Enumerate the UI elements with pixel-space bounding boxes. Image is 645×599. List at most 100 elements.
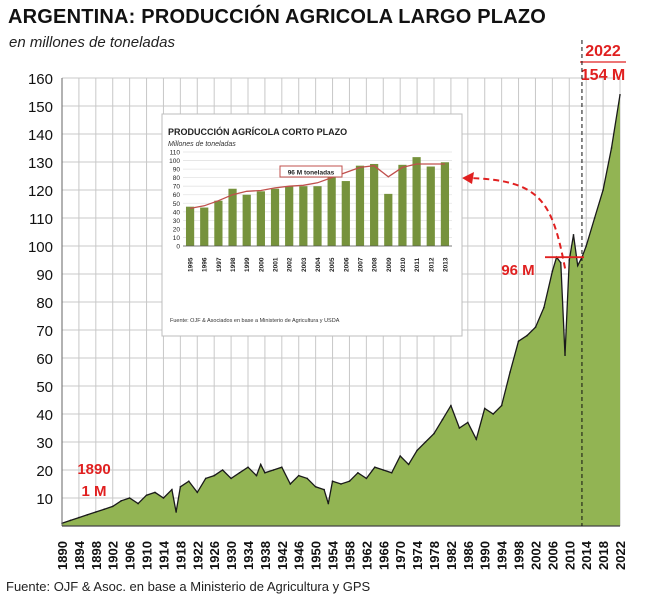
data-point — [230, 477, 232, 480]
data-point — [272, 469, 275, 471]
data-point — [483, 407, 486, 410]
data-point — [95, 511, 97, 513]
data-point — [314, 486, 317, 488]
annotation-arrow — [467, 177, 567, 269]
data-point — [357, 472, 359, 474]
x-tick-label: 1906 — [123, 541, 138, 570]
y-tick-label: 60 — [36, 351, 53, 368]
inset-x-tick-label: 2008 — [372, 257, 379, 272]
inset-x-tick-label: 1997 — [216, 257, 223, 272]
data-point — [619, 94, 621, 96]
data-point — [238, 472, 241, 474]
data-point — [259, 463, 262, 466]
inset-x-tick-label: 2003 — [301, 257, 308, 272]
inset-y-tick-label: 100 — [169, 158, 180, 165]
data-point — [433, 432, 435, 435]
y-tick-label: 30 — [36, 435, 53, 452]
data-point — [365, 477, 368, 480]
inset-y-tick-label: 70 — [173, 184, 181, 191]
inset-x-tick-label: 2004 — [315, 257, 322, 272]
inset-x-tick-label: 2013 — [442, 257, 449, 272]
data-point — [103, 508, 106, 511]
y-tick-label: 110 — [29, 211, 53, 228]
inset-y-tick-label: 40 — [173, 209, 181, 216]
data-point — [196, 491, 199, 494]
inset-x-tick-label: 2012 — [428, 257, 435, 272]
y-tick-label: 70 — [36, 323, 53, 340]
data-point — [407, 463, 410, 466]
data-point — [509, 371, 511, 373]
inset-trend-line — [189, 163, 445, 210]
x-tick-label: 1946 — [292, 541, 307, 570]
x-tick-label: 1938 — [258, 541, 273, 570]
inset-source: Fuente: OJF & Asociados en base a Minist… — [170, 318, 340, 324]
inset-bar — [384, 193, 393, 246]
data-point — [458, 427, 461, 429]
data-point — [416, 449, 418, 452]
data-point — [175, 511, 177, 513]
production-line — [61, 94, 621, 524]
inset-bar-chart: PRODUCCIÓN AGRÍCOLA CORTO PLAZO Millones … — [161, 113, 463, 337]
x-tick-label: 1950 — [309, 541, 324, 570]
data-point — [441, 418, 444, 421]
inset-annotation-label: 96 M toneladas — [288, 170, 335, 177]
inset-bar — [327, 174, 336, 246]
x-tick-label: 1990 — [478, 541, 493, 570]
data-point — [247, 466, 249, 469]
data-point — [572, 234, 575, 236]
x-tick-label: 2006 — [545, 541, 560, 570]
inset-y-tick-label: 0 — [176, 244, 180, 251]
inset-bar — [242, 194, 251, 246]
data-point — [564, 354, 566, 357]
x-tick-label: 1966 — [376, 541, 391, 570]
data-point — [255, 474, 258, 477]
inset-x-tick-label: 1996 — [202, 257, 209, 272]
data-point — [111, 505, 114, 508]
inset-annotation-box — [279, 165, 343, 178]
inset-x-tick-label: 1999 — [244, 257, 251, 272]
inset-x-tick-label: 1995 — [188, 257, 195, 272]
data-point — [585, 245, 587, 247]
x-tick-label: 1978 — [427, 541, 442, 570]
x-tick-label: 1998 — [512, 541, 527, 570]
data-point — [560, 262, 562, 264]
x-tick-label: 1902 — [106, 541, 121, 570]
data-point — [424, 441, 427, 443]
data-point — [467, 421, 469, 424]
data-point — [171, 488, 173, 491]
data-point — [551, 270, 554, 273]
data-point — [323, 488, 325, 491]
inset-x-tick-label: 1998 — [230, 257, 237, 272]
data-point — [331, 480, 334, 483]
data-point — [593, 217, 596, 219]
inset-bar — [355, 165, 365, 246]
x-tick-label: 1954 — [326, 540, 341, 570]
inset-bar — [412, 157, 421, 246]
annotation-end-value: 154 M — [581, 67, 625, 84]
data-point — [534, 326, 537, 329]
y-tick-label: 20 — [36, 463, 53, 480]
inset-bar — [214, 200, 223, 246]
y-tick-label: 140 — [28, 127, 53, 144]
inset-bar — [285, 186, 294, 246]
production-area — [62, 94, 620, 527]
y-tick-label: 40 — [36, 407, 53, 424]
data-point — [382, 469, 385, 471]
annotation-start-value: 1 M — [81, 483, 106, 500]
data-point — [78, 516, 80, 519]
chart-source: Fuente: OJF & Asoc. en base a Ministerio… — [6, 579, 371, 594]
annotation-end-year: 2022 — [585, 43, 621, 60]
x-tick-label: 1910 — [140, 541, 155, 570]
x-tick-label: 1894 — [72, 540, 87, 570]
data-point — [500, 404, 503, 407]
x-tick-label: 2014 — [579, 540, 594, 570]
data-point — [221, 469, 224, 471]
x-tick-label: 1898 — [89, 541, 104, 570]
data-point — [289, 483, 292, 485]
data-point — [120, 500, 122, 502]
inset-x-tick-label: 2005 — [329, 257, 336, 272]
x-tick-label: 1934 — [241, 540, 256, 570]
data-point — [162, 497, 165, 499]
inset-bar — [440, 162, 450, 246]
inset-bar — [270, 188, 280, 246]
